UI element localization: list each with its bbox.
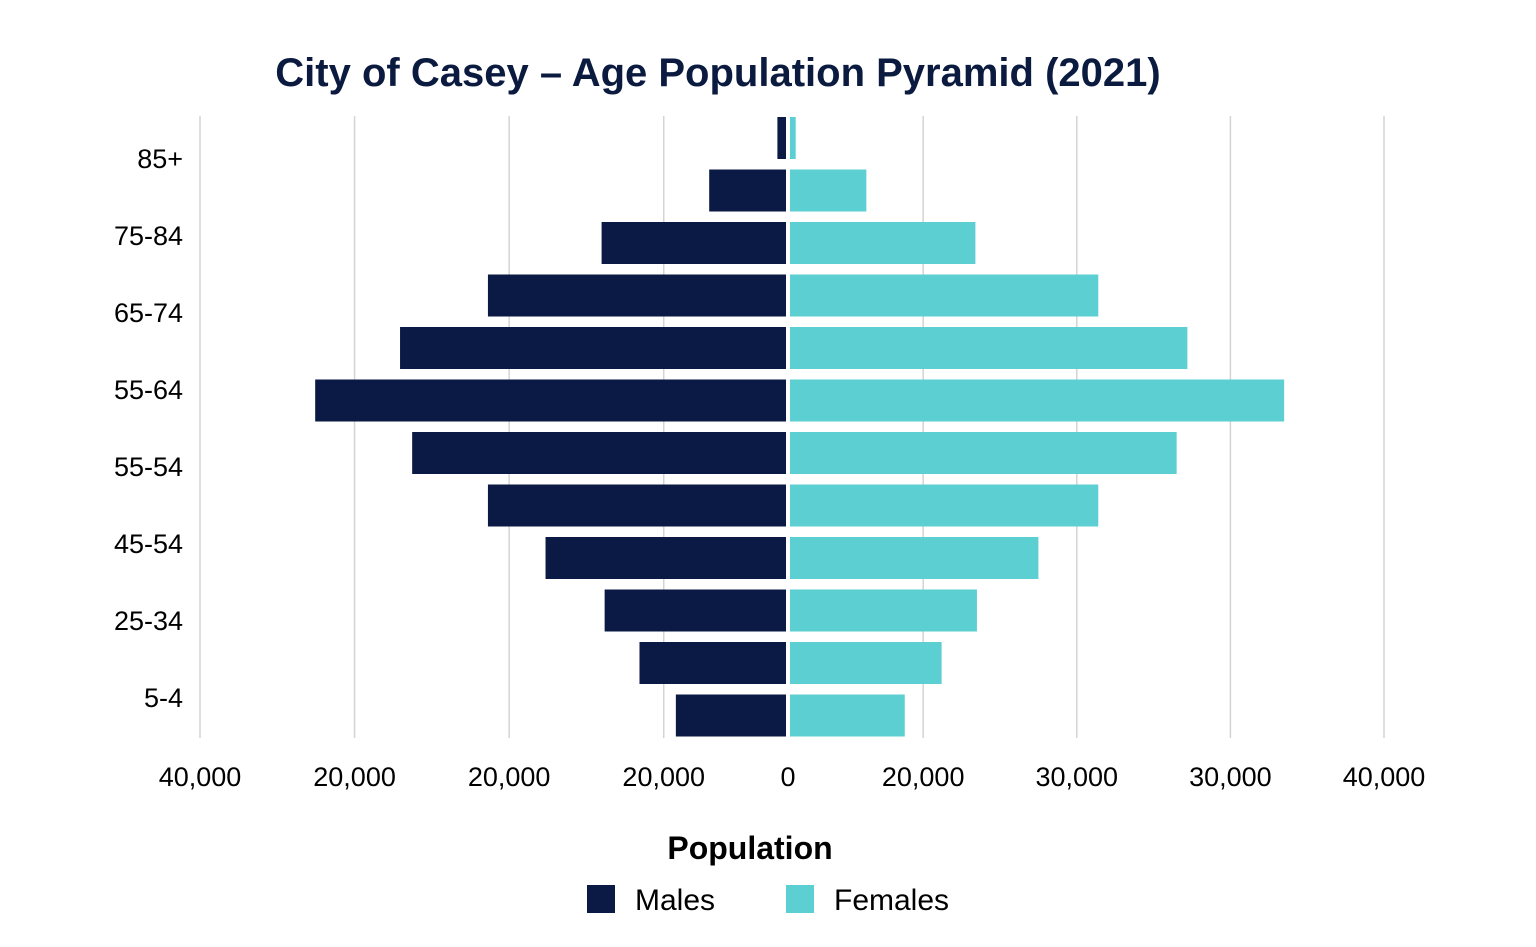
bar-females-60-64 <box>790 379 1285 422</box>
legend-item-males: Males <box>587 884 715 917</box>
x-tick-label-1: 20,000 <box>313 762 396 792</box>
bar-males-85+ <box>777 117 786 159</box>
y-tick-label-8: 55-54 <box>114 452 183 482</box>
chart-title: City of Casey – Age Population Pyramid (… <box>275 51 1160 95</box>
bar-males-65-74 <box>400 327 786 369</box>
bar-males-55-64 <box>412 432 786 474</box>
x-tick-label-2: 20,000 <box>468 762 551 792</box>
y-tick-label-10: 45-54 <box>114 529 183 559</box>
bar-males-70-74 <box>487 274 786 317</box>
bars <box>315 117 1285 737</box>
bar-males-75-84 <box>601 222 786 264</box>
bar-females-70-74 <box>790 274 1099 317</box>
x-tick-label-6: 30,000 <box>1035 762 1118 792</box>
y-tick-label-14: 5-4 <box>144 683 183 713</box>
bar-females-30-34 <box>790 694 905 737</box>
legend-item-females: Females <box>786 884 949 917</box>
bar-males-40-44 <box>604 589 786 632</box>
bar-females-40-44 <box>790 589 977 632</box>
legend-swatch-males <box>587 885 615 913</box>
bar-females-85+ <box>790 117 796 159</box>
bar-males-60-64 <box>315 379 786 422</box>
bar-females-80-84 <box>790 169 867 212</box>
y-tick-label-2: 75-84 <box>114 221 183 251</box>
x-tick-label-8: 40,000 <box>1343 762 1426 792</box>
x-axis-title: Population <box>667 830 832 866</box>
legend-swatch-females <box>786 885 814 913</box>
bar-males-30-34 <box>675 694 786 737</box>
bar-males-80-84 <box>709 169 786 212</box>
bar-females-65-74 <box>790 327 1188 369</box>
bar-females-55-54 <box>790 537 1039 579</box>
x-tick-label-3: 20,000 <box>622 762 705 792</box>
gridlines <box>199 116 1385 738</box>
bar-females-45-54 <box>790 642 942 684</box>
legend: Males Females <box>587 884 949 917</box>
bar-females-50-54 <box>790 484 1099 527</box>
x-axis-tick-labels: 40,000 20,000 20,000 20,000 0 20,000 30,000 30,… <box>159 762 1426 792</box>
y-axis-tick-labels: 85+ 75-84 65-74 55-64 55-54 45-54 25-34 5-4 <box>114 144 183 713</box>
x-tick-label-4: 0 <box>780 762 795 792</box>
y-tick-label-0: 85+ <box>137 144 183 174</box>
x-tick-label-0: 40,000 <box>159 762 242 792</box>
y-tick-label-4: 65-74 <box>114 298 183 328</box>
y-tick-label-12: 25-34 <box>114 606 183 636</box>
x-tick-label-5: 20,000 <box>882 762 965 792</box>
x-tick-label-7: 30,000 <box>1189 762 1272 792</box>
bar-males-45-54 <box>639 642 786 684</box>
bar-males-50-54 <box>487 484 786 527</box>
y-tick-label-6: 55-64 <box>114 375 183 405</box>
bar-males-55-54 <box>545 537 786 579</box>
legend-label-males: Males <box>635 884 715 917</box>
bar-females-75-84 <box>790 222 976 264</box>
legend-label-females: Females <box>834 884 949 917</box>
bar-females-55-64 <box>790 432 1177 474</box>
